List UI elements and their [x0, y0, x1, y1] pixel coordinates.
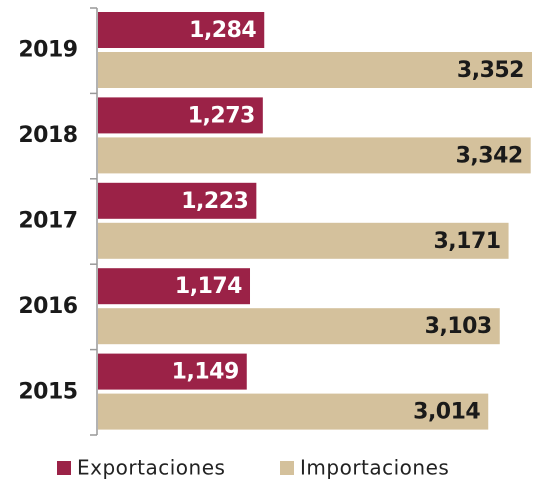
value-label: 3,342 [456, 143, 523, 168]
category-label: 2018 [18, 123, 77, 148]
bar [98, 12, 265, 48]
bar [98, 393, 489, 430]
value-label: 3,014 [413, 400, 480, 425]
bar [98, 52, 532, 88]
legend-label: Exportaciones [77, 456, 225, 480]
value-label: 1,284 [189, 18, 256, 43]
category-label: 2015 [18, 379, 77, 404]
value-label: 1,223 [181, 189, 248, 214]
value-label: 3,171 [433, 229, 500, 254]
value-label: 3,352 [457, 58, 524, 83]
legend-label: Importaciones [300, 456, 449, 480]
value-label: 1,273 [188, 103, 255, 128]
bar [98, 137, 531, 174]
bar [98, 353, 247, 390]
category-label: 2017 [18, 209, 77, 234]
bar [98, 268, 251, 305]
bar [98, 308, 500, 345]
value-label: 1,149 [172, 360, 239, 385]
legend-swatch [280, 461, 294, 475]
bar [98, 222, 509, 259]
legend-swatch [57, 461, 71, 475]
category-label: 2016 [18, 294, 77, 319]
value-label: 3,103 [425, 314, 492, 339]
bar [98, 182, 257, 219]
bar [98, 97, 263, 134]
category-label: 2019 [18, 38, 77, 63]
value-label: 1,174 [175, 274, 242, 299]
